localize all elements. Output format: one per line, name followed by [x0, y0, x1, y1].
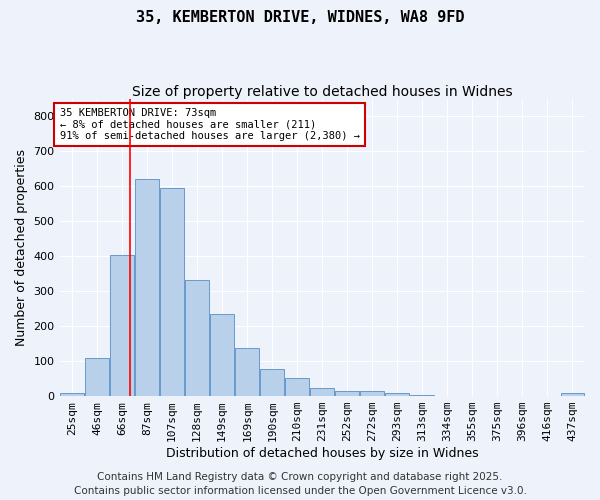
Text: 35, KEMBERTON DRIVE, WIDNES, WA8 9FD: 35, KEMBERTON DRIVE, WIDNES, WA8 9FD — [136, 10, 464, 25]
Bar — [85, 358, 109, 396]
Bar — [260, 369, 284, 396]
Bar — [60, 394, 84, 396]
Bar — [160, 188, 184, 396]
Bar — [286, 378, 309, 396]
Text: Contains HM Land Registry data © Crown copyright and database right 2025.
Contai: Contains HM Land Registry data © Crown c… — [74, 472, 526, 496]
Text: 35 KEMBERTON DRIVE: 73sqm
← 8% of detached houses are smaller (211)
91% of semi-: 35 KEMBERTON DRIVE: 73sqm ← 8% of detach… — [59, 108, 359, 141]
Bar — [560, 394, 584, 396]
Bar — [335, 391, 359, 396]
Bar — [185, 280, 209, 396]
Title: Size of property relative to detached houses in Widnes: Size of property relative to detached ho… — [132, 85, 512, 99]
X-axis label: Distribution of detached houses by size in Widnes: Distribution of detached houses by size … — [166, 447, 479, 460]
Bar — [210, 314, 234, 396]
Bar — [361, 391, 384, 396]
Bar — [235, 348, 259, 396]
Y-axis label: Number of detached properties: Number of detached properties — [15, 149, 28, 346]
Bar — [135, 180, 159, 396]
Bar — [110, 255, 134, 396]
Bar — [410, 394, 434, 396]
Bar — [310, 388, 334, 396]
Bar — [385, 394, 409, 396]
